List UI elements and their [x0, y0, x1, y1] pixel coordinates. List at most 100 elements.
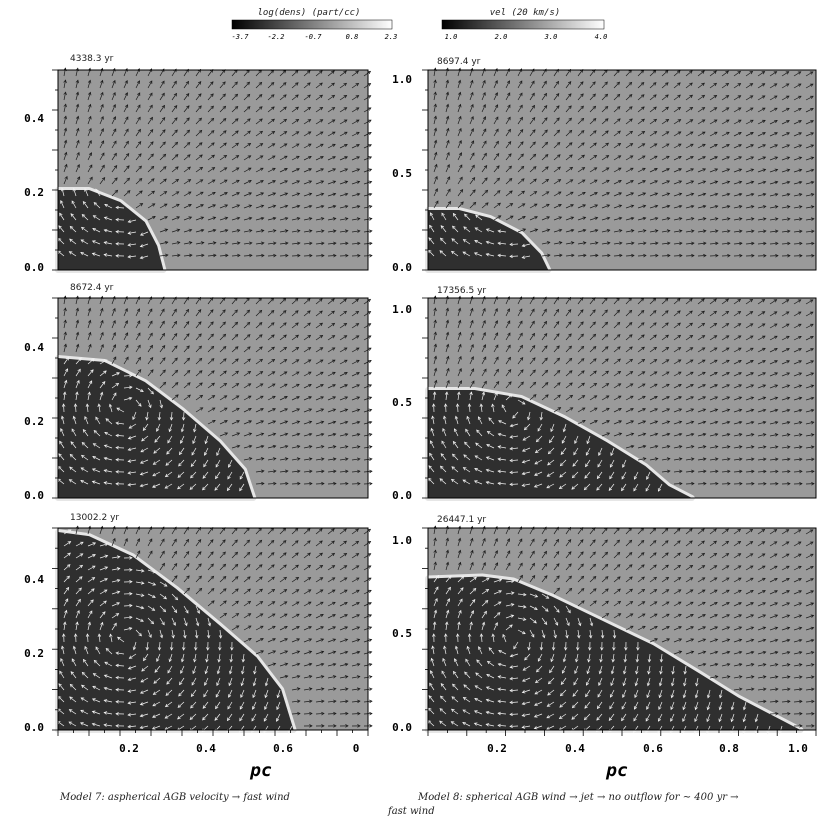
velocity-arrow-head — [95, 646, 99, 651]
velocity-arrow — [141, 665, 149, 672]
velocity-arrow-head — [511, 579, 515, 584]
velocity-arrow — [613, 395, 622, 401]
velocity-arrow — [721, 242, 730, 245]
velocity-arrow-head — [186, 129, 191, 134]
velocity-arrow-head — [112, 307, 116, 312]
velocity-arrow — [534, 483, 543, 488]
velocity-arrow — [267, 70, 274, 77]
velocity-arrow — [745, 335, 754, 341]
velocity-arrow-head — [479, 633, 484, 637]
velocity-arrow-head — [654, 155, 658, 159]
velocity-arrow — [80, 697, 89, 703]
velocity-arrow-head — [666, 217, 671, 221]
velocity-arrow-head — [222, 118, 227, 122]
velocity-arrow — [486, 686, 495, 691]
velocity-arrow-head — [187, 191, 192, 195]
velocity-arrow-head — [642, 444, 647, 449]
velocity-arrow-head — [761, 95, 766, 99]
velocity-arrow — [661, 94, 669, 101]
velocity-arrow — [793, 230, 802, 233]
velocity-arrow-head — [798, 120, 802, 124]
velocity-arrow-head — [544, 117, 548, 121]
velocity-arrow-head — [210, 345, 215, 350]
velocity-arrow-head — [482, 307, 486, 312]
velocity-arrow — [517, 80, 523, 89]
velocity-arrow — [685, 347, 693, 353]
velocity-arrow-head — [775, 481, 779, 486]
velocity-arrow — [193, 423, 197, 432]
velocity-arrow-head — [763, 229, 767, 233]
velocity-arrow-head — [283, 334, 287, 338]
velocity-arrow — [613, 217, 622, 221]
velocity-arrow-head — [498, 649, 502, 654]
velocity-arrow — [793, 181, 802, 185]
velocity-arrow — [733, 119, 742, 125]
velocity-arrow-head — [462, 479, 467, 483]
velocity-arrow-head — [454, 645, 459, 650]
velocity-arrow — [463, 239, 471, 245]
velocity-arrow — [553, 333, 560, 341]
velocity-arrow-head — [586, 440, 590, 445]
velocity-arrow — [99, 104, 104, 113]
velocity-arrow-head — [62, 391, 67, 395]
velocity-arrow-head — [761, 83, 766, 87]
velocity-arrow-head — [628, 309, 633, 314]
velocity-arrow — [264, 689, 269, 698]
velocity-arrow-head — [580, 345, 585, 350]
velocity-arrow — [512, 411, 519, 419]
velocity-arrow-head — [332, 396, 337, 400]
velocity-arrow — [529, 593, 538, 598]
velocity-arrow-head — [185, 609, 189, 614]
velocity-arrow — [467, 646, 471, 655]
velocity-arrow-head — [559, 474, 563, 478]
velocity-arrow-head — [176, 216, 181, 220]
velocity-arrow — [159, 129, 166, 137]
velocity-arrow — [565, 69, 571, 77]
velocity-arrow — [279, 638, 288, 643]
velocity-arrow-head — [483, 610, 487, 615]
velocity-arrow-head — [331, 347, 336, 351]
velocity-arrow — [291, 601, 300, 607]
velocity-arrow — [498, 712, 507, 715]
velocity-arrow — [190, 459, 197, 467]
velocity-arrow-head — [475, 214, 479, 218]
velocity-arrow — [709, 372, 718, 377]
velocity-arrow-head — [773, 299, 778, 303]
velocity-arrow-head — [738, 384, 743, 388]
velocity-arrow-head — [115, 651, 120, 655]
velocity-arrow-head — [655, 253, 659, 258]
velocity-arrow-head — [63, 621, 67, 626]
velocity-arrow-head — [260, 625, 264, 629]
velocity-arrow — [565, 154, 573, 161]
velocity-arrow-head — [726, 433, 731, 437]
velocity-arrow — [339, 470, 348, 473]
velocity-arrow — [586, 435, 591, 444]
velocity-arrow — [481, 92, 486, 101]
velocity-arrow — [267, 458, 276, 461]
velocity-arrow — [171, 229, 180, 233]
velocity-arrow-head — [521, 255, 526, 259]
velocity-arrow — [117, 636, 125, 643]
velocity-arrow — [601, 358, 609, 365]
velocity-arrow — [219, 407, 228, 413]
velocity-arrow-head — [320, 662, 325, 667]
velocity-arrow — [351, 83, 359, 89]
velocity-arrow — [805, 144, 814, 149]
velocity-arrow — [805, 206, 814, 209]
velocity-arrow-head — [714, 217, 719, 221]
velocity-arrow — [351, 528, 359, 535]
velocity-arrow-head — [259, 564, 263, 568]
velocity-arrow-head — [309, 253, 313, 258]
velocity-arrow-head — [773, 95, 778, 99]
velocity-arrow — [171, 345, 178, 353]
velocity-arrow — [315, 242, 324, 245]
velocity-arrow — [243, 601, 251, 607]
velocity-arrow-head — [260, 395, 264, 399]
velocity-arrow — [63, 176, 68, 185]
velocity-arrow-head — [786, 180, 791, 185]
velocity-arrow — [231, 445, 240, 449]
velocity-arrow — [159, 369, 166, 377]
velocity-arrow — [147, 399, 152, 408]
velocity-arrow — [123, 153, 130, 161]
velocity-arrow-head — [112, 319, 116, 324]
